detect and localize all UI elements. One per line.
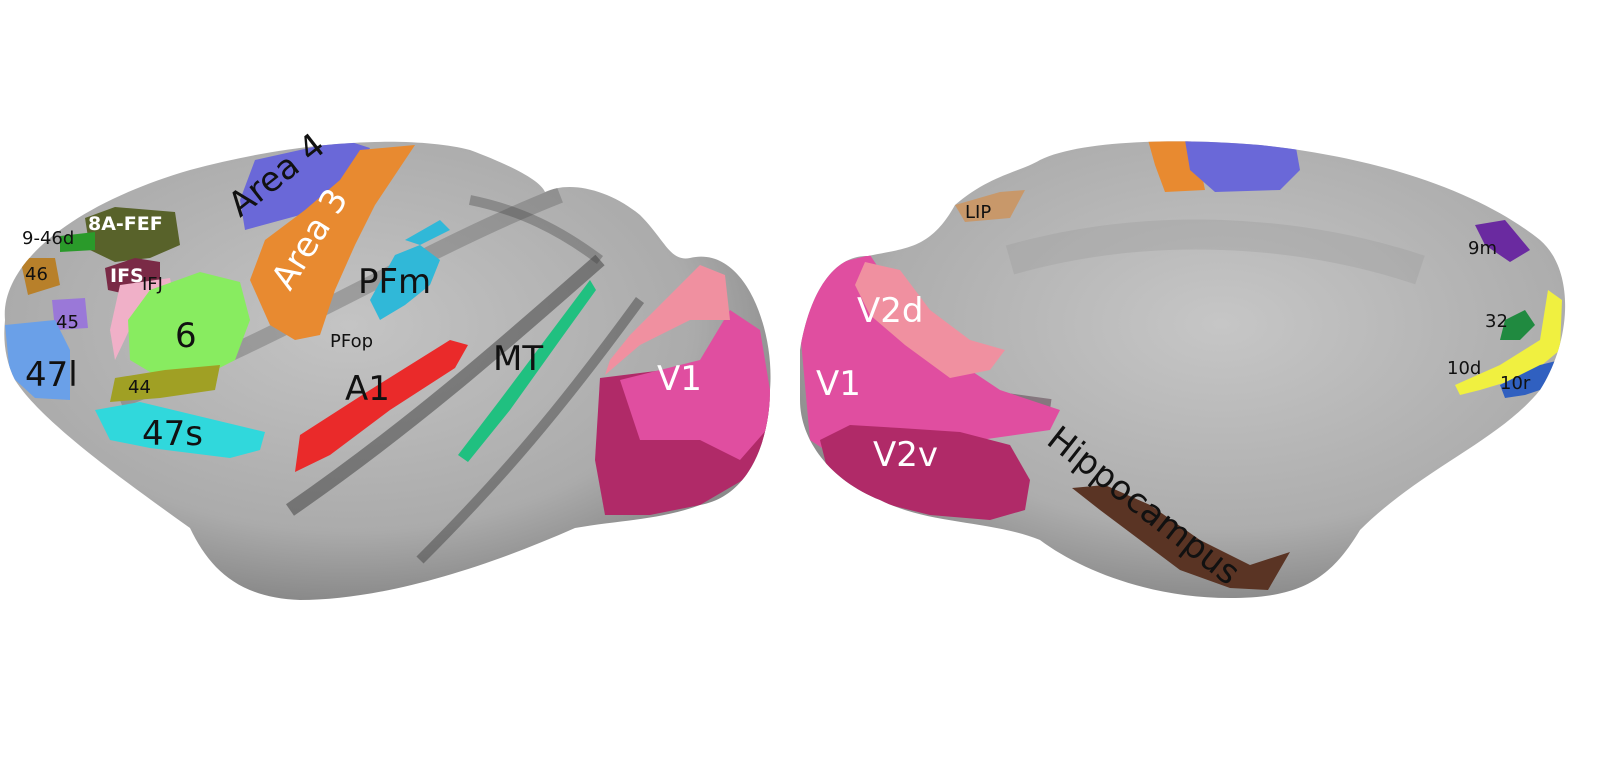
v2v-medial-region xyxy=(820,425,1030,520)
mt-region xyxy=(458,280,596,462)
a45-region xyxy=(52,298,88,330)
lateral-surface xyxy=(4,141,771,600)
label-ifs: IFS xyxy=(110,265,144,287)
a47s-region xyxy=(95,402,265,458)
v1-lateral-region-upper xyxy=(620,310,771,460)
a47l-region xyxy=(5,320,70,400)
label-v1-medial: V1 xyxy=(816,364,861,404)
label-mt: MT xyxy=(493,339,543,379)
label-a10d: 10d xyxy=(1447,358,1481,379)
area3-region xyxy=(250,145,415,340)
label-a44: 44 xyxy=(128,377,151,398)
area4-medial-region xyxy=(1185,141,1300,192)
a6-region xyxy=(128,272,250,378)
lip-region xyxy=(955,190,1025,222)
a1-region xyxy=(295,340,468,472)
a46-region xyxy=(20,258,60,295)
a946d-region xyxy=(60,232,95,252)
label-a45: 45 xyxy=(56,312,79,333)
a9m-region xyxy=(1475,220,1530,262)
area4-region xyxy=(240,141,370,230)
label-a1: A1 xyxy=(345,369,390,409)
label-a47l: 47l xyxy=(25,355,78,395)
label-pfm: PFm xyxy=(358,262,431,302)
label-lip: LIP xyxy=(965,202,991,223)
pfm-region xyxy=(370,245,440,320)
lateral-hemisphere xyxy=(4,141,771,600)
label-v1-lateral: V1 xyxy=(657,359,702,399)
label-a46: 46 xyxy=(25,264,48,285)
label-a9m: 9m xyxy=(1468,238,1497,259)
label-ifj: IFJ xyxy=(142,274,163,295)
callosal-shading xyxy=(1005,219,1425,285)
label-v2d: V2d xyxy=(857,291,923,331)
label-v2v: V2v xyxy=(873,435,938,475)
fef-region xyxy=(85,207,180,262)
label-a946d: 9-46d xyxy=(22,228,74,249)
sts-shading xyxy=(286,254,605,516)
v2d-lateral-region xyxy=(605,265,730,375)
label-fef: 8A-FEF xyxy=(88,213,163,235)
a10r-region xyxy=(1500,360,1560,398)
lunate-shading xyxy=(416,297,645,564)
pfm-region-upper xyxy=(405,220,450,245)
label-a10r: 10r xyxy=(1500,373,1531,394)
label-a6: 6 xyxy=(175,316,197,356)
v2d-medial-region xyxy=(855,262,1005,378)
ips-shading xyxy=(469,195,603,265)
a44-region xyxy=(110,365,220,402)
label-a32: 32 xyxy=(1485,311,1508,332)
hippocampus-region xyxy=(1072,485,1290,590)
medial-hemisphere xyxy=(800,141,1566,599)
label-pfop: PFop xyxy=(330,331,373,352)
a32-region xyxy=(1500,310,1535,340)
label-a47s: 47s xyxy=(142,414,203,454)
